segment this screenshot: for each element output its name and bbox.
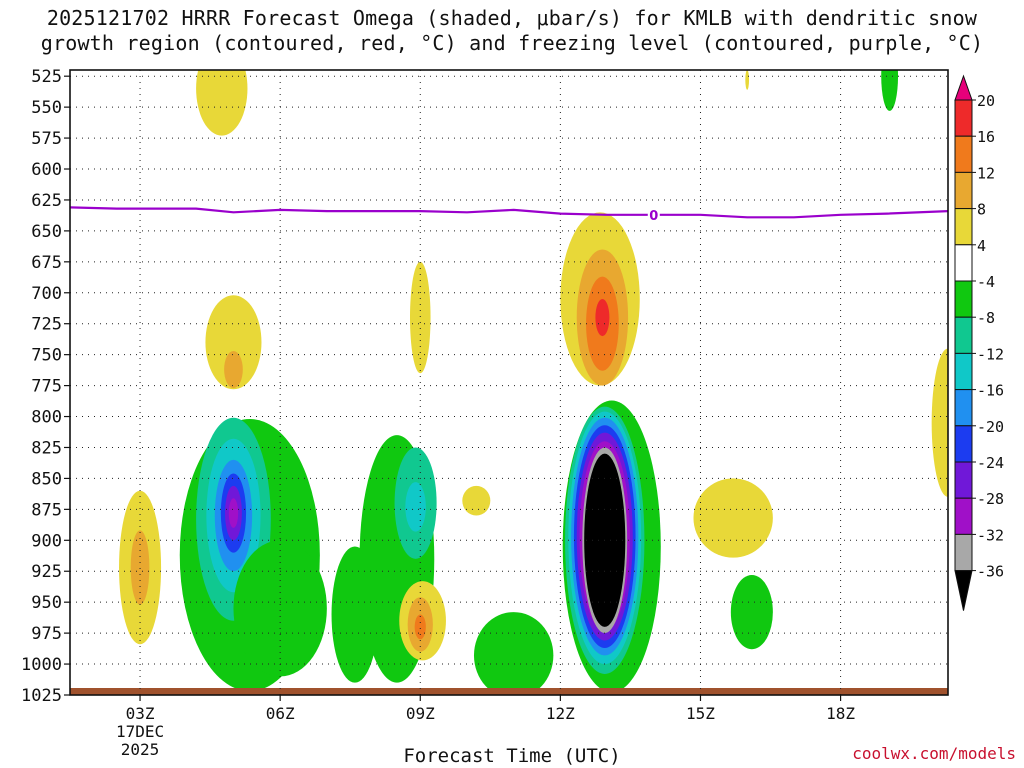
- colorbar-label: -36: [977, 563, 1004, 581]
- colorbar-label: -16: [977, 382, 1004, 400]
- y-tick-label: 1025: [21, 686, 62, 706]
- freezing-level-label-bg: [647, 206, 660, 222]
- y-tick-label: 900: [31, 531, 62, 551]
- colorbar-cell: [954, 171, 973, 210]
- colorbar-label: -32: [977, 526, 1004, 544]
- title-line-2: growth region (contoured, red, °C) and f…: [40, 31, 984, 55]
- colorbar-label: 20: [977, 92, 995, 110]
- y-tick-label: 775: [31, 377, 62, 397]
- colorbar-label: -20: [977, 418, 1004, 436]
- y-tick-label: 1000: [21, 655, 62, 675]
- y-tick-label: 875: [31, 500, 62, 520]
- y-tick-label: 850: [31, 469, 62, 489]
- grid-lines: [70, 70, 948, 696]
- omega-region: [409, 261, 431, 374]
- colorbar-bottom-arrow: [954, 570, 973, 611]
- y-tick-label: 800: [31, 408, 62, 428]
- surface-ground-strip: [70, 688, 948, 695]
- y-tick-label: 825: [31, 438, 62, 458]
- y-tick-label: 575: [31, 129, 62, 149]
- omega-shaded-regions: [119, 70, 948, 695]
- x-tick-label: 09Z: [406, 704, 435, 723]
- y-axis-ticks: 525 550 575 600 625 650 675 700 725 750 775 800 825 8…: [21, 67, 70, 706]
- plot-frame: [69, 69, 949, 696]
- omega-region: [693, 478, 773, 558]
- colorbar-cell: [954, 497, 973, 535]
- colorbar-label: 16: [977, 128, 995, 146]
- colorbar-top-arrow: [954, 74, 973, 101]
- colorbar-label: -12: [977, 345, 1004, 363]
- omega-region: [205, 295, 262, 390]
- colorbar-label: 4: [977, 237, 986, 255]
- y-tick-label: 525: [31, 67, 62, 87]
- colorbar-label: -8: [977, 309, 995, 327]
- colorbar-cell: [954, 280, 973, 318]
- omega-region: [414, 614, 426, 640]
- y-tick-label: 625: [31, 191, 62, 211]
- x-tick-date-label: 17DEC: [116, 722, 164, 741]
- chart-title: 2025121702 HRRR Forecast Omega (shaded, …: [0, 6, 1024, 56]
- colorbar-cell: [954, 244, 973, 282]
- omega-region: [331, 546, 379, 683]
- colorbar-cell: [954, 316, 973, 354]
- y-tick-label: 975: [31, 624, 62, 644]
- omega-region: [745, 70, 750, 90]
- x-tick-label: 15Z: [686, 704, 715, 723]
- site-credit: coolwx.com/models: [852, 744, 1016, 763]
- x-axis-label: Forecast Time (UTC): [403, 745, 621, 767]
- y-tick-label: 650: [31, 222, 62, 242]
- colorbar-label: -24: [977, 454, 1004, 472]
- omega-region: [405, 482, 426, 532]
- omega-region: [473, 612, 554, 695]
- omega-region: [931, 348, 948, 497]
- omega-region: [881, 70, 899, 111]
- omega-region: [130, 530, 150, 605]
- x-tick-label: 18Z: [826, 704, 855, 723]
- omega-region: [595, 298, 610, 337]
- colorbar: 20 16 12 8 4 -4 -8 -12 -16 -20 -24 -28 -32 -36: [954, 74, 1004, 611]
- x-tick-label: 06Z: [266, 704, 295, 723]
- colorbar-cell: [954, 208, 973, 246]
- y-tick-label: 600: [31, 160, 62, 180]
- y-tick-label: 550: [31, 98, 62, 118]
- y-tick-label: 675: [31, 253, 62, 273]
- colorbar-label: 12: [977, 164, 995, 182]
- x-tick-label: 12Z: [546, 704, 575, 723]
- colorbar-label: -28: [977, 490, 1004, 508]
- y-tick-label: 725: [31, 315, 62, 335]
- omega-region: [196, 70, 248, 136]
- y-tick-label: 950: [31, 593, 62, 613]
- colorbar-label: 8: [977, 201, 986, 219]
- colorbar-label: -4: [977, 273, 995, 291]
- colorbar-cell: [954, 352, 973, 391]
- x-tick-date-label: 2025: [121, 740, 160, 759]
- y-tick-label: 925: [31, 562, 62, 582]
- colorbar-cell: [954, 533, 973, 572]
- colorbar-cell: [954, 135, 973, 173]
- x-tick-label: 03Z: [126, 704, 155, 723]
- y-tick-label: 700: [31, 284, 62, 304]
- freezing-level-label: 0: [649, 209, 658, 224]
- colorbar-cell: [954, 425, 973, 463]
- y-tick-label: 750: [31, 346, 62, 366]
- colorbar-cell: [954, 389, 973, 427]
- omega-region: [228, 498, 239, 528]
- omega-region: [730, 574, 773, 650]
- colorbar-cell: [954, 461, 973, 499]
- colorbar-cell: [954, 99, 973, 137]
- freezing-level-contour: [70, 206, 948, 219]
- title-line-1: 2025121702 HRRR Forecast Omega (shaded, …: [46, 6, 978, 30]
- omega-region: [233, 540, 327, 677]
- omega-region: [462, 485, 491, 516]
- omega-region: [224, 350, 243, 389]
